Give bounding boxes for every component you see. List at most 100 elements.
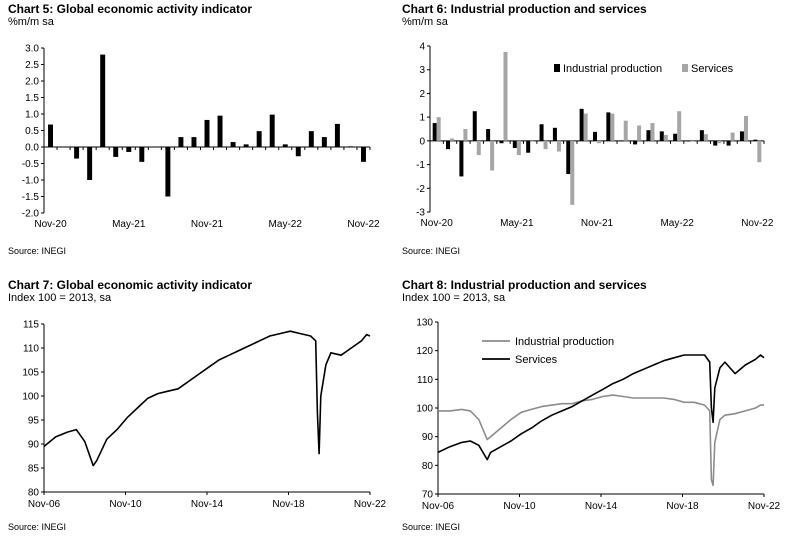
chart-5-bar bbox=[347, 146, 353, 147]
chart-6-bar bbox=[539, 124, 544, 141]
chart-8-x-tick-label: Nov-06 bbox=[422, 501, 455, 512]
chart-6-bar bbox=[486, 129, 491, 141]
chart-6-bar bbox=[717, 140, 722, 144]
chart-6-bar bbox=[646, 130, 651, 141]
chart-5-bar bbox=[295, 147, 301, 157]
chart-6-bar bbox=[633, 140, 638, 145]
chart-7-x-tick-label: Nov-06 bbox=[28, 499, 61, 510]
chart-7-y-tick-label: 105 bbox=[22, 368, 39, 379]
chart-5-bar bbox=[243, 144, 249, 147]
chart-6-bar bbox=[503, 51, 508, 141]
chart-8-subtitle: Index 100 = 2013, sa bbox=[402, 292, 506, 304]
chart-7-subtitle: Index 100 = 2013, sa bbox=[8, 292, 112, 304]
chart-6-bar bbox=[686, 140, 691, 142]
chart-5-bar bbox=[269, 114, 275, 147]
chart-5-bar bbox=[204, 119, 210, 147]
chart-6-bar bbox=[597, 140, 602, 144]
chart-5-bar bbox=[256, 131, 262, 147]
chart-7-y-tick-label: 100 bbox=[22, 392, 39, 403]
chart-6-bar bbox=[753, 139, 758, 141]
chart-6-bar bbox=[619, 140, 624, 142]
chart-6-bar bbox=[432, 123, 437, 141]
chart-6-bar bbox=[757, 140, 762, 163]
chart-8-series-line bbox=[437, 354, 765, 461]
chart-6-y-tick-label: 1 bbox=[419, 113, 425, 124]
chart-5-bar bbox=[191, 137, 197, 147]
chart-5-bar bbox=[165, 147, 171, 197]
chart-5-y-tick-label: -0.5 bbox=[22, 159, 40, 170]
chart-6-legend-swatch bbox=[554, 64, 560, 72]
chart-6-bar bbox=[472, 111, 477, 141]
chart-8-y-tick-label: 130 bbox=[416, 318, 433, 329]
chart-5-y-tick-label: -2.0 bbox=[22, 209, 40, 220]
chart-5-plot: 3.02.52.01.51.00.50.0-0.5-1.0-1.5-2.0Nov… bbox=[22, 44, 380, 231]
chart-6-x-tick-label: Nov-21 bbox=[581, 218, 614, 229]
chart-5-y-tick-label: 3.0 bbox=[25, 44, 39, 55]
chart-6-bar bbox=[526, 140, 531, 153]
chart-8-x-tick-label: Nov-18 bbox=[666, 501, 699, 512]
chart-5-y-tick-label: -1.0 bbox=[22, 176, 40, 187]
chart-5-y-tick-label: -1.5 bbox=[22, 192, 40, 203]
chart-5-bar bbox=[74, 147, 80, 159]
chart-6-legend-swatch bbox=[682, 64, 688, 72]
chart-7-y-tick-label: 115 bbox=[23, 320, 39, 331]
chart-5-bar bbox=[282, 144, 288, 147]
chart-5-y-tick-label: 1.0 bbox=[25, 110, 39, 121]
chart-5-bar bbox=[87, 147, 93, 180]
chart-6-bar bbox=[703, 134, 708, 141]
chart-6-bar bbox=[566, 140, 571, 175]
chart-5-bar bbox=[321, 137, 327, 147]
chart-5-bar bbox=[48, 124, 53, 147]
chart-6-bar bbox=[499, 140, 504, 144]
chart-6-bar bbox=[530, 140, 535, 142]
chart-6-bar bbox=[436, 117, 441, 141]
chart-6-bar bbox=[592, 131, 597, 141]
chart-5-x-tick-label: Nov-21 bbox=[191, 219, 224, 230]
chart-5-bar bbox=[178, 137, 184, 147]
chart-5-x-tick-label: Nov-20 bbox=[34, 219, 67, 230]
chart-5-bar bbox=[113, 147, 119, 157]
chart-5-subtitle: %m/m sa bbox=[8, 16, 54, 28]
chart-5-y-tick-label: 1.5 bbox=[25, 93, 39, 104]
chart-6-bar bbox=[570, 140, 575, 205]
chart-6-bar bbox=[663, 134, 668, 141]
chart-8-title: Chart 8: Industrial production and servi… bbox=[402, 278, 647, 292]
chart-7-source: Source: INEGI bbox=[8, 522, 67, 532]
chart-6-subtitle: %m/m sa bbox=[402, 16, 448, 28]
chart-6-bar bbox=[606, 112, 611, 141]
chart-6-bar bbox=[450, 138, 455, 141]
chart-6-x-tick-label: May-22 bbox=[660, 218, 694, 229]
chart-6-bar bbox=[637, 125, 642, 141]
chart-8-panel: Chart 8: Industrial production and servi… bbox=[402, 278, 782, 540]
chart-7-x-tick-label: Nov-10 bbox=[109, 499, 142, 510]
chart-6-bar bbox=[659, 131, 664, 141]
chart-8-series-line bbox=[438, 394, 764, 487]
chart-8-y-tick-label: 70 bbox=[422, 490, 434, 501]
chart-8-x-tick-label: Nov-10 bbox=[503, 501, 536, 512]
chart-6-bar bbox=[743, 115, 748, 141]
chart-6-bar bbox=[690, 140, 695, 142]
chart-6-bar bbox=[512, 140, 517, 148]
chart-8-legend-label: Industrial production bbox=[515, 336, 614, 348]
chart-5-bar bbox=[308, 131, 314, 147]
chart-7-series-line bbox=[43, 330, 371, 467]
chart-6-bar bbox=[726, 140, 731, 146]
chart-6-bar bbox=[650, 123, 655, 141]
chart-8-x-tick-label: Nov-22 bbox=[748, 501, 781, 512]
chart-6-bar bbox=[516, 140, 521, 156]
chart-8-y-tick-label: 100 bbox=[416, 404, 433, 415]
chart-5-bar bbox=[230, 142, 236, 147]
chart-5-title: Chart 5: Global economic activity indica… bbox=[8, 2, 253, 16]
chart-6-y-tick-label: 4 bbox=[419, 42, 425, 53]
chart-6-y-tick-label: 2 bbox=[419, 89, 425, 100]
chart-5-x-tick-label: Nov-22 bbox=[347, 219, 380, 230]
chart-8-y-tick-label: 110 bbox=[417, 375, 433, 386]
chart-7-x-tick-label: Nov-22 bbox=[354, 499, 387, 510]
chart-5-bar bbox=[152, 147, 158, 148]
chart-5-y-tick-label: 2.0 bbox=[25, 77, 39, 88]
chart-8-x-tick-label: Nov-14 bbox=[585, 501, 618, 512]
chart-6-bar bbox=[459, 140, 464, 177]
chart-6-bar bbox=[579, 108, 584, 141]
